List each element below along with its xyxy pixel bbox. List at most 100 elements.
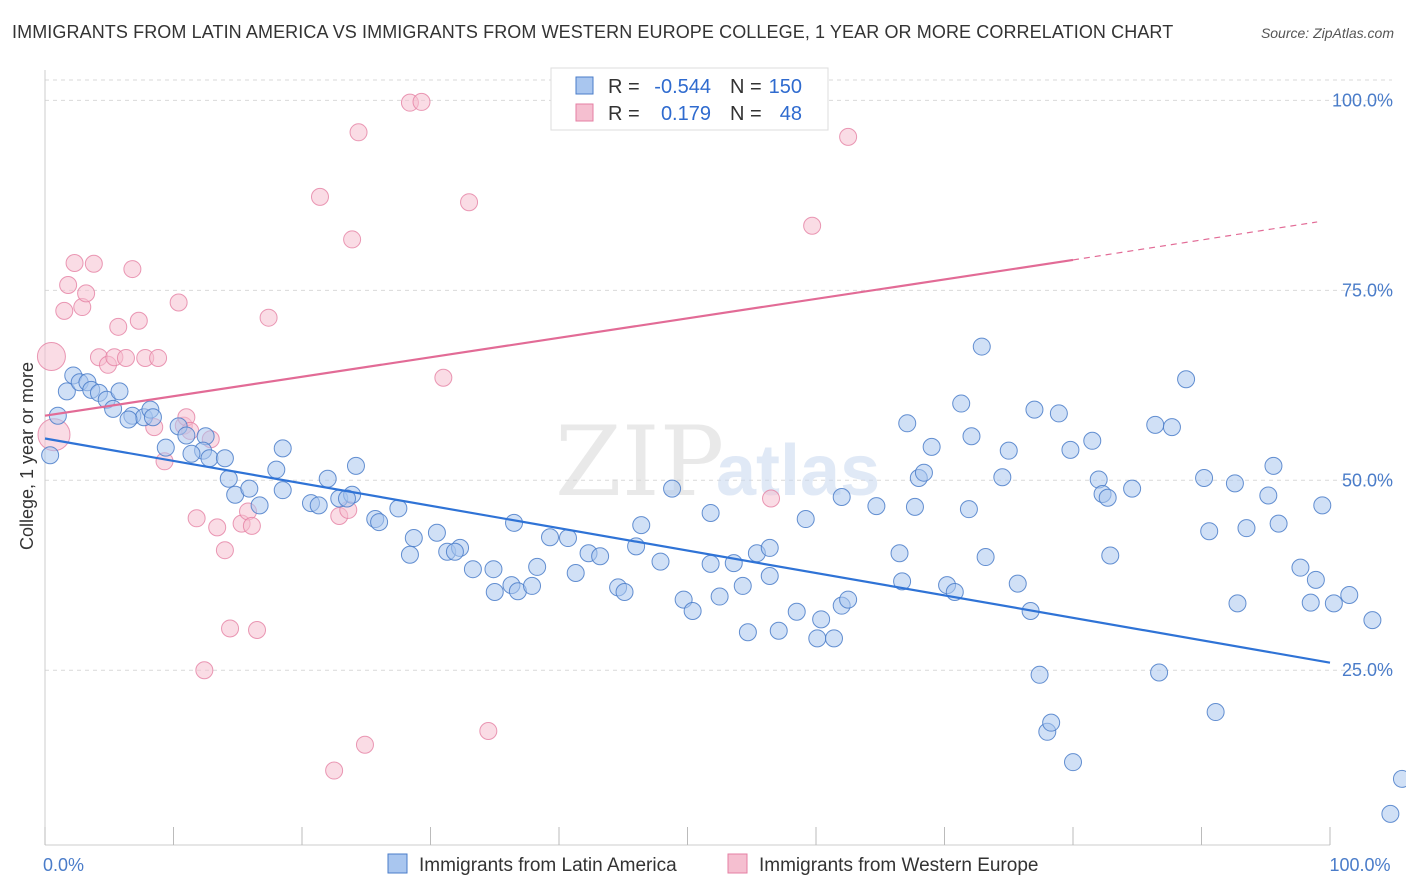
pink-point <box>36 341 66 371</box>
pink-point <box>123 260 142 279</box>
blue-point <box>400 545 419 564</box>
blue-point <box>143 408 162 427</box>
blue-point <box>1049 404 1068 423</box>
blue-point <box>484 560 503 579</box>
blue-point <box>867 497 886 516</box>
blue-point <box>999 441 1018 460</box>
blue-point <box>1098 488 1117 507</box>
blue-point <box>701 503 720 522</box>
blue-point <box>250 496 269 515</box>
legend-pink-label[interactable]: Immigrants from Western Europe <box>759 855 1038 876</box>
blue-point <box>1200 522 1219 541</box>
y-tick-label: 50.0% <box>1342 470 1393 490</box>
pink-point <box>310 187 329 206</box>
pink-point <box>187 509 206 528</box>
legend-blue-swatch[interactable] <box>387 853 408 874</box>
blue-point <box>1381 804 1400 823</box>
blue-point <box>41 446 60 465</box>
x-tick-labels: 0.0% 100.0% <box>43 855 1391 875</box>
stats-pink-r-value: 0.179 <box>661 103 711 125</box>
pink-point <box>355 735 374 754</box>
pink-point <box>129 311 148 330</box>
blue-point <box>1008 574 1027 593</box>
blue-point <box>591 547 610 566</box>
blue-point <box>1195 469 1214 488</box>
pink-point <box>149 348 168 367</box>
pink-point <box>195 661 214 680</box>
blue-point <box>346 456 365 475</box>
blue-point <box>200 449 219 468</box>
blue-point <box>1237 519 1256 538</box>
blue-point <box>972 337 991 356</box>
blue-point <box>962 427 981 446</box>
pink-point <box>803 216 822 235</box>
western-europe-trend-extension <box>1072 221 1318 261</box>
pink-point <box>434 368 453 387</box>
blue-point <box>760 538 779 557</box>
stats-blue-r-value: -0.544 <box>654 76 711 98</box>
y-tick-label: 100.0% <box>1332 90 1393 110</box>
pink-point <box>215 541 234 560</box>
blue-point <box>812 610 831 629</box>
blue-point <box>215 449 234 468</box>
blue-point <box>558 529 577 548</box>
blue-point <box>824 629 843 648</box>
blue-point <box>1123 479 1142 498</box>
blue-point <box>1340 586 1359 605</box>
blue-point <box>1301 593 1320 612</box>
pink-point <box>259 308 278 327</box>
pink-point <box>325 761 344 780</box>
stats-blue-n-value: 150 <box>769 76 802 98</box>
stats-blue-swatch <box>575 76 594 95</box>
stats-pink-swatch <box>575 103 594 122</box>
blue-point <box>890 544 909 563</box>
blue-point <box>959 500 978 519</box>
pink-point <box>77 284 96 303</box>
stats-blue-r-label: R = <box>608 76 640 98</box>
blue-point <box>733 576 752 595</box>
blue-point <box>738 623 757 642</box>
watermark-zip: ZIP <box>555 406 724 518</box>
blue-point <box>309 496 328 515</box>
pink-point <box>116 348 135 367</box>
blue-point <box>240 479 259 498</box>
pink-point <box>208 518 227 537</box>
blue-point <box>1228 594 1247 613</box>
pink-point <box>221 619 240 638</box>
pink-point <box>59 276 78 295</box>
stats-pink-n-label: N = <box>730 103 762 125</box>
blue-point <box>1363 611 1382 630</box>
blue-point <box>952 394 971 413</box>
pink-point <box>412 92 431 111</box>
y-tick-labels: 25.0% 50.0% 75.0% 100.0% <box>1332 90 1393 680</box>
blue-point <box>1206 703 1225 722</box>
blue-point <box>119 410 138 429</box>
legend-pink-swatch[interactable] <box>727 853 748 874</box>
latin-america-trend-line <box>44 437 1331 664</box>
blue-point <box>796 510 815 529</box>
blue-point <box>1162 418 1181 437</box>
legend-blue-label[interactable]: Immigrants from Latin America <box>419 855 677 876</box>
blue-point <box>318 469 337 488</box>
pink-point <box>839 127 858 146</box>
pink-point <box>460 193 479 212</box>
blue-point <box>156 438 175 457</box>
trend-lines <box>44 221 1331 664</box>
pink-point <box>479 722 498 741</box>
blue-point <box>505 513 524 532</box>
western-europe-trend-line <box>44 258 1074 417</box>
watermark-atlas: atlas <box>716 431 880 511</box>
blue-point <box>993 468 1012 487</box>
x-tick-label: 100.0% <box>1329 855 1390 875</box>
blue-point <box>1083 431 1102 450</box>
blue-point <box>1291 558 1310 577</box>
pink-point <box>248 620 267 639</box>
blue-point <box>1150 663 1169 682</box>
y-tick-label: 75.0% <box>1342 280 1393 300</box>
blue-point <box>463 560 482 579</box>
blue-point <box>769 621 788 640</box>
blue-point <box>1064 753 1082 772</box>
blue-point <box>1177 370 1196 389</box>
pink-point <box>109 317 128 336</box>
blue-point <box>922 437 941 456</box>
